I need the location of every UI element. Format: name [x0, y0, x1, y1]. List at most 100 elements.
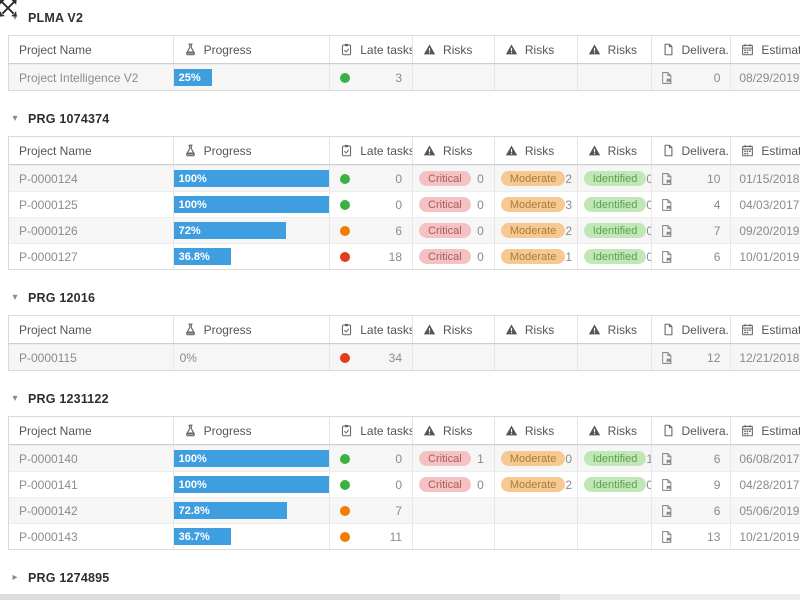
progress-cell: 100% — [173, 446, 331, 471]
risk-chip: Moderate — [500, 477, 566, 492]
column-header-risks[interactable]: Risks — [413, 316, 495, 343]
column-header-delivera[interactable]: Delivera... — [652, 316, 732, 343]
deliverable-file-icon — [660, 452, 674, 466]
column-header-late-tasks[interactable]: Late tasks — [330, 316, 414, 343]
risk-cell — [495, 524, 578, 549]
risk-count: 0 — [477, 249, 484, 264]
collapse-chevron-icon[interactable]: ▾ — [12, 393, 18, 404]
column-header-delivera[interactable]: Delivera... — [652, 137, 732, 164]
deliverable-file-icon — [660, 172, 674, 186]
estimated-date-cell: 10/21/2019 — [739, 529, 800, 544]
risk-cell — [413, 65, 495, 90]
column-header-progress[interactable]: Progress — [174, 417, 331, 444]
column-header-risks[interactable]: Risks — [495, 417, 578, 444]
table-row[interactable]: P-0000126 72% 6 Critical 0 Moderate 2 Identifie… — [9, 217, 800, 243]
table-row[interactable]: Project Intelligence V2 25% 3 0 08/29/2019 — [9, 64, 800, 90]
estimated-date-cell: 09/20/2019 — [739, 223, 800, 238]
column-header-project-name[interactable]: Project Name — [9, 417, 174, 444]
risk-count: 1 — [477, 451, 484, 466]
column-header-risks[interactable]: Risks — [578, 137, 652, 164]
column-header-project-name[interactable]: Project Name — [9, 137, 174, 164]
progress-bar: 36.7% — [173, 528, 231, 545]
late-tasks-count: 0 — [395, 451, 403, 466]
table-row[interactable]: P-0000125 100% 0 Critical 0 Moderate 3 Identifi… — [9, 191, 800, 217]
column-header-progress[interactable]: Progress — [174, 316, 331, 343]
move-icon[interactable] — [0, 0, 28, 28]
project-group: ▾ PRG 1074374 Project Name Progress Late tas… — [8, 109, 800, 270]
project-name-cell: P-0000115 — [9, 345, 174, 370]
horizontal-scrollbar[interactable] — [0, 594, 800, 600]
late-tasks-icon — [340, 424, 353, 437]
column-header-late-tasks[interactable]: Late tasks — [330, 36, 414, 63]
project-name-cell: P-0000141 — [9, 472, 174, 497]
deliverables-count: 0 — [713, 70, 721, 85]
column-header-risks[interactable]: Risks — [495, 137, 578, 164]
column-header-project-name[interactable]: Project Name — [9, 36, 174, 63]
group-header[interactable]: ▾ PRG 12016 — [8, 288, 800, 308]
column-header-project-name[interactable]: Project Name — [9, 316, 174, 343]
column-header-delivera[interactable]: Delivera... — [652, 417, 732, 444]
progress-cell: 36.8% — [173, 244, 331, 269]
risk-cell — [578, 498, 652, 523]
column-header-label: Risks — [524, 322, 555, 337]
table-header-row: Project Name Progress Late tasks Risks Risks… — [9, 316, 800, 344]
column-header-late-tasks[interactable]: Late tasks — [330, 417, 414, 444]
group-header[interactable]: ▾ PRG 1231122 — [8, 389, 800, 409]
status-dot-icon — [340, 479, 351, 490]
column-header-estimated[interactable]: Estimated — [731, 316, 800, 343]
column-header-estimated[interactable]: Estimated — [731, 137, 800, 164]
risk-warning-icon — [423, 424, 436, 437]
column-header-delivera[interactable]: Delivera... — [652, 36, 732, 63]
table-row[interactable]: P-0000140 100% 0 Critical 1 Moderate 0 Identifi… — [9, 445, 800, 471]
column-header-estimated[interactable]: Estimated — [731, 36, 800, 63]
deliverable-file-icon — [660, 198, 674, 212]
column-header-risks[interactable]: Risks — [413, 417, 495, 444]
table-row[interactable]: P-0000142 72.8% 7 6 05/06/2019 — [9, 497, 800, 523]
risk-chip: Moderate — [500, 451, 566, 466]
risk-cell: Identified0 — [578, 244, 652, 269]
column-header-label: Risks — [443, 143, 473, 158]
deliverable-file-icon — [660, 224, 674, 238]
collapse-chevron-icon[interactable]: ▾ — [12, 292, 18, 303]
status-dot-icon — [340, 199, 351, 210]
table-row[interactable]: P-0000115 0% 34 12 12/21/2018 — [9, 344, 800, 370]
risk-count: 0 — [646, 198, 650, 212]
group-header[interactable]: ▾ PRG 1074374 — [8, 109, 800, 129]
collapse-chevron-icon[interactable]: ▾ — [12, 12, 18, 23]
group-header[interactable]: ▸ PRG 1274895 — [8, 568, 800, 588]
table-row[interactable]: P-0000143 36.7% 11 13 10/21/2019 — [9, 523, 800, 549]
column-header-progress[interactable]: Progress — [174, 137, 331, 164]
column-header-risks[interactable]: Risks — [578, 417, 652, 444]
collapse-chevron-icon[interactable]: ▾ — [12, 113, 18, 124]
table-row[interactable]: P-0000127 36.8% 18 Critical 0 Moderate 1 Identi… — [9, 243, 800, 269]
risk-count: 0 — [646, 172, 650, 186]
column-header-risks[interactable]: Risks — [413, 36, 495, 63]
column-header-risks[interactable]: Risks — [413, 137, 495, 164]
table-row[interactable]: P-0000141 100% 0 Critical 0 Moderate 2 Identifi… — [9, 471, 800, 497]
column-header-risks[interactable]: Risks — [495, 316, 578, 343]
risk-cell: Identified0 — [578, 166, 652, 191]
collapse-chevron-icon[interactable]: ▸ — [12, 572, 18, 583]
risk-chip: Moderate — [500, 197, 566, 212]
table-row[interactable]: P-0000124 100% 0 Critical 0 Moderate 2 Identifi… — [9, 165, 800, 191]
late-tasks-cell: 18 — [330, 244, 414, 269]
column-header-progress[interactable]: Progress — [174, 36, 331, 63]
progress-cell: 0% — [174, 345, 331, 370]
column-header-label: Risks — [607, 322, 638, 337]
group-header[interactable]: ▾ PLMA V2 — [8, 8, 800, 28]
group-table: Project Name Progress Late tasks Risks Risks… — [8, 416, 800, 550]
status-dot-icon — [340, 531, 351, 542]
column-header-estimated[interactable]: Estimated — [731, 417, 800, 444]
deliverables-count: 9 — [713, 477, 721, 492]
column-header-late-tasks[interactable]: Late tasks — [330, 137, 414, 164]
scrollbar-thumb[interactable] — [0, 594, 560, 600]
deliverables-icon — [662, 424, 675, 437]
column-header-label: Late tasks — [360, 423, 414, 438]
progress-cell: 72.8% — [173, 498, 331, 523]
late-tasks-cell: 0 — [330, 166, 414, 191]
column-header-risks[interactable]: Risks — [495, 36, 578, 63]
column-header-label: Delivera... — [681, 322, 732, 337]
column-header-risks[interactable]: Risks — [578, 36, 652, 63]
column-header-risks[interactable]: Risks — [578, 316, 652, 343]
